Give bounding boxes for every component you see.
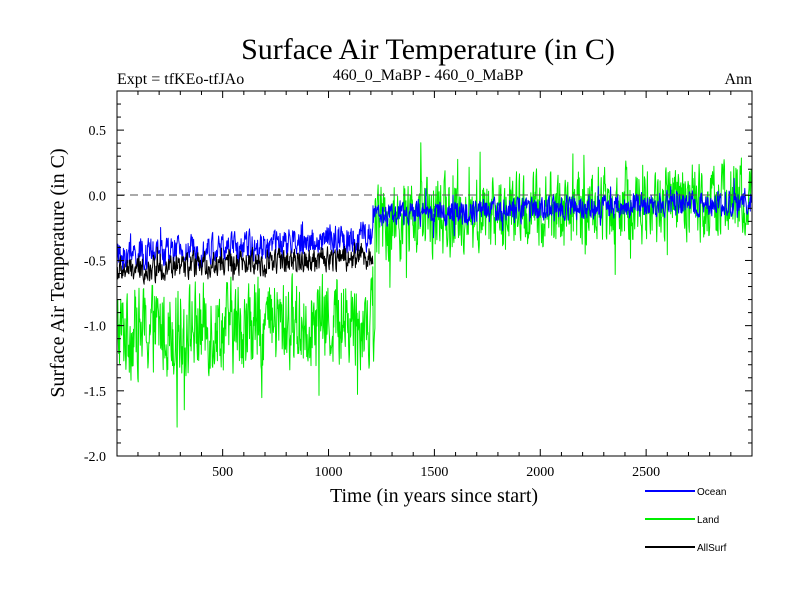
series-land-line [116,142,753,428]
series-allsurf-line [116,242,374,285]
legend-label-ocean: Ocean [697,487,726,498]
y-tick-label: 0.0 [89,189,107,204]
chart-subtitle-center: 460_0_MaBP - 460_0_MaBP [333,67,524,84]
x-tick-label: 1000 [315,465,343,480]
plot-frame [116,90,753,457]
series-ocean-line [116,177,753,272]
x-tick-label: 2500 [632,465,660,480]
y-tick-label: -0.5 [84,254,106,269]
y-axis-label: Surface Air Temperature (in C) [47,148,69,397]
series-layer [116,142,753,428]
y-tick-label: -1.5 [84,385,106,400]
y-tick-label: -2.0 [84,450,106,465]
y-tick-label: -1.0 [84,320,106,335]
x-tick-label: 500 [212,465,233,480]
legend: Ocean Land AllSurf [645,487,727,554]
x-tick-label: 1500 [420,465,448,480]
legend-label-allsurf: AllSurf [697,543,727,554]
chart-title: Surface Air Temperature (in C) [241,33,615,66]
x-axis-label: Time (in years since start) [330,485,538,507]
chart-subtitle-right: Ann [724,71,752,88]
legend-label-land: Land [697,515,719,526]
axes-layer: 500 1000 1500 2000 2500 -2.0 -1.5 -1.0 -0.5 0.0 0.… [84,90,752,480]
chart-subtitle-left: Expt = tfKEo-tfJAo [117,71,244,88]
y-tick-label: 0.5 [89,124,107,139]
x-tick-label: 2000 [526,465,554,480]
